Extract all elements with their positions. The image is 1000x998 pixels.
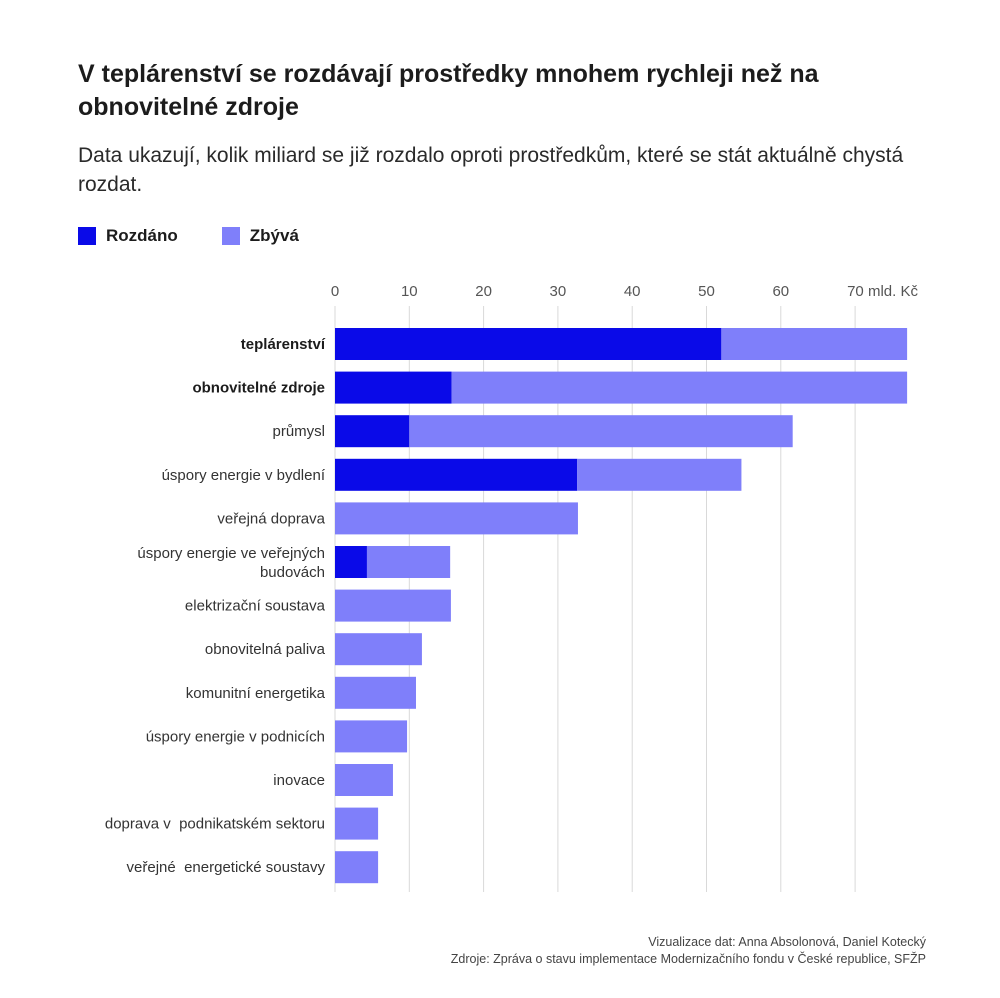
category-label-11: doprava v podnikatském sektoru bbox=[105, 816, 325, 833]
category-label-7: obnovitelná paliva bbox=[205, 641, 326, 658]
legend: Rozdáno Zbývá bbox=[78, 226, 343, 246]
chart-title: V teplárenství se rozdávají prostředky m… bbox=[78, 60, 819, 121]
bar-remaining-9 bbox=[335, 720, 408, 753]
legend-label-remaining: Zbývá bbox=[249, 226, 299, 245]
legend-label-given: Rozdáno bbox=[106, 226, 178, 245]
category-label-9: úspory energie v podnicích bbox=[146, 728, 325, 745]
x-tick-label-30: 30 bbox=[550, 283, 567, 300]
bar-given-5 bbox=[335, 546, 367, 578]
category-label-2: průmysl bbox=[272, 423, 325, 440]
bar-remaining-3 bbox=[577, 458, 742, 491]
category-label-8: komunitní energetika bbox=[186, 685, 326, 702]
footer-source: Zdroje: Zpráva o stavu implementace Mode… bbox=[450, 952, 926, 966]
legend-swatch-given bbox=[78, 227, 96, 245]
bar-remaining-5 bbox=[366, 546, 451, 578]
x-tick-label-40: 40 bbox=[624, 283, 641, 300]
bar-given-1 bbox=[335, 371, 452, 404]
bar-remaining-4 bbox=[335, 502, 578, 535]
x-tick-label-0: 0 bbox=[331, 283, 339, 300]
bar-given-0 bbox=[335, 328, 722, 360]
bar-remaining-1 bbox=[451, 371, 908, 404]
category-label-5: úspory energie ve veřejných budovách bbox=[137, 545, 325, 581]
bar-remaining-6 bbox=[335, 589, 451, 622]
bar-remaining-7 bbox=[335, 633, 422, 666]
bar-given-3 bbox=[335, 458, 578, 491]
footer-visualization-credit: Vizualizace dat: Anna Absolonová, Daniel… bbox=[648, 935, 926, 949]
bar-remaining-2 bbox=[409, 415, 793, 448]
bar-remaining-0 bbox=[721, 328, 908, 360]
category-label-12: veřejné energetické soustavy bbox=[127, 859, 326, 876]
x-tick-label-20: 20 bbox=[475, 283, 492, 300]
legend-item-given: Rozdáno bbox=[78, 226, 178, 246]
bar-remaining-8 bbox=[335, 676, 416, 709]
x-tick-label-10: 10 bbox=[401, 283, 418, 300]
category-label-6: elektrizační soustava bbox=[185, 598, 326, 615]
x-tick-label-60: 60 bbox=[772, 283, 789, 300]
category-label-4: veřejná doprava bbox=[217, 510, 325, 527]
bar-remaining-10 bbox=[335, 764, 393, 796]
chart-subtitle: Data ukazují, kolik miliard se již rozda… bbox=[78, 144, 904, 196]
bar-remaining-12 bbox=[335, 851, 379, 884]
x-tick-label-70: 70 mld. Kč bbox=[847, 283, 918, 300]
legend-swatch-remaining bbox=[221, 227, 240, 245]
category-label-0: teplárenství bbox=[241, 336, 326, 353]
footer: Vizualizace dat: Anna Absolonová, Daniel… bbox=[451, 934, 926, 968]
bar-given-2 bbox=[335, 415, 410, 448]
legend-item-remaining: Zbývá bbox=[221, 226, 299, 246]
category-label-1: obnovitelné zdroje bbox=[192, 380, 325, 397]
bar-remaining-11 bbox=[335, 807, 379, 840]
category-label-3: úspory energie v bydlení bbox=[162, 467, 326, 484]
x-tick-label-50: 50 bbox=[698, 283, 715, 300]
category-label-10: inovace bbox=[273, 772, 325, 789]
